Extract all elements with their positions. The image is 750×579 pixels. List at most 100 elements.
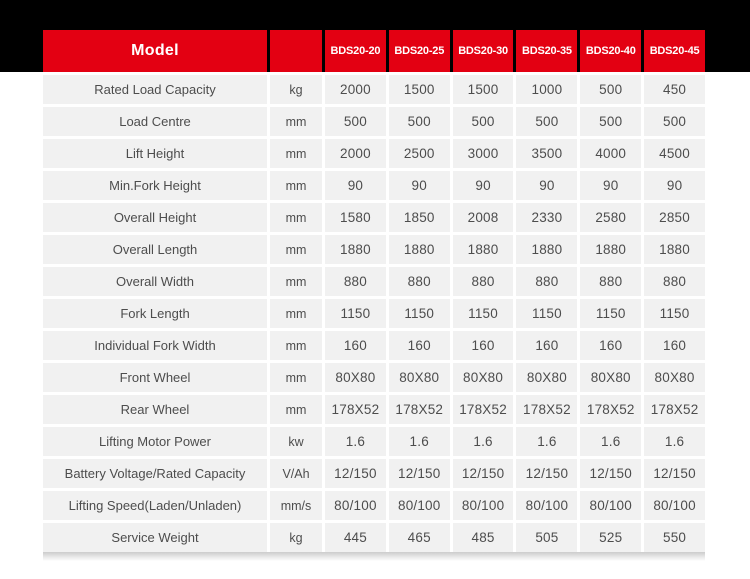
value-cell: 485 <box>452 523 514 552</box>
value-cell: 80/100 <box>644 491 705 520</box>
value-cell: 445 <box>325 523 386 552</box>
value-cell: 1150 <box>580 299 642 328</box>
value-cell: 1880 <box>452 235 514 264</box>
table-row: Individual Fork Width mm 160 160 160 160 160 16… <box>43 331 705 360</box>
value-cell: 1.6 <box>452 427 514 456</box>
value-cell: 505 <box>516 523 578 552</box>
value-cell: 80X80 <box>580 363 642 392</box>
row-label: Battery Voltage/Rated Capacity <box>43 459 267 488</box>
row-label: Front Wheel <box>43 363 267 392</box>
header-model-column: BDS20-40 <box>580 30 642 72</box>
value-cell: 4000 <box>580 139 642 168</box>
value-cell: 178X52 <box>580 395 642 424</box>
value-cell: 80/100 <box>580 491 642 520</box>
value-cell: 4500 <box>644 139 705 168</box>
value-cell: 1150 <box>452 299 514 328</box>
row-label: Service Weight <box>43 523 267 552</box>
value-cell: 178X52 <box>452 395 514 424</box>
row-label: Lift Height <box>43 139 267 168</box>
value-cell: 1150 <box>644 299 705 328</box>
value-cell: 1880 <box>388 235 450 264</box>
value-cell: 1.6 <box>325 427 386 456</box>
row-label: Rear Wheel <box>43 395 267 424</box>
value-cell: 2000 <box>325 75 386 104</box>
value-cell: 1500 <box>388 75 450 104</box>
value-cell: 2500 <box>388 139 450 168</box>
value-cell: 880 <box>644 267 705 296</box>
header-model-column: BDS20-20 <box>325 30 386 72</box>
table-row: Lifting Speed(Laden/Unladen) mm/s 80/100 80… <box>43 491 705 520</box>
value-cell: 2580 <box>580 203 642 232</box>
value-cell: 880 <box>388 267 450 296</box>
table-row: Rated Load Capacity kg 2000 1500 1500 1000 500… <box>43 75 705 104</box>
value-cell: 12/150 <box>580 459 642 488</box>
value-cell: 80/100 <box>516 491 578 520</box>
value-cell: 160 <box>452 331 514 360</box>
value-cell: 1150 <box>388 299 450 328</box>
value-cell: 500 <box>644 107 705 136</box>
value-cell: 1880 <box>516 235 578 264</box>
value-cell: 450 <box>644 75 705 104</box>
value-cell: 1500 <box>452 75 514 104</box>
value-cell: 90 <box>644 171 705 200</box>
row-unit: mm <box>270 395 322 424</box>
value-cell: 2008 <box>452 203 514 232</box>
value-cell: 1000 <box>516 75 578 104</box>
table-row: Overall Width mm 880 880 880 880 880 880 <box>43 267 705 296</box>
row-unit: mm <box>270 107 322 136</box>
value-cell: 1880 <box>644 235 705 264</box>
table-row: Overall Height mm 1580 1850 2008 2330 2580 2850 <box>43 203 705 232</box>
value-cell: 12/150 <box>388 459 450 488</box>
value-cell: 465 <box>388 523 450 552</box>
table-row: Min.Fork Height mm 90 90 90 90 90 90 <box>43 171 705 200</box>
row-unit: mm <box>270 267 322 296</box>
value-cell: 12/150 <box>452 459 514 488</box>
value-cell: 1150 <box>325 299 386 328</box>
value-cell: 1880 <box>580 235 642 264</box>
value-cell: 1.6 <box>516 427 578 456</box>
value-cell: 880 <box>325 267 386 296</box>
value-cell: 550 <box>644 523 705 552</box>
value-cell: 1150 <box>516 299 578 328</box>
header-unit-cell <box>270 30 322 72</box>
row-label: Overall Width <box>43 267 267 296</box>
value-cell: 1.6 <box>580 427 642 456</box>
value-cell: 2000 <box>325 139 386 168</box>
specification-table: Model BDS20-20 BDS20-25 BDS20-30 BDS20-35 BD… <box>43 30 705 555</box>
value-cell: 80X80 <box>644 363 705 392</box>
value-cell: 178X52 <box>644 395 705 424</box>
value-cell: 880 <box>452 267 514 296</box>
value-cell: 80/100 <box>452 491 514 520</box>
table-body: Rated Load Capacity kg 2000 1500 1500 1000 500… <box>43 75 705 552</box>
value-cell: 2330 <box>516 203 578 232</box>
value-cell: 90 <box>516 171 578 200</box>
table-row: Lift Height mm 2000 2500 3000 3500 4000 4500 <box>43 139 705 168</box>
row-unit: mm/s <box>270 491 322 520</box>
table-drop-shadow <box>43 552 705 561</box>
value-cell: 80X80 <box>325 363 386 392</box>
header-model-column: BDS20-30 <box>452 30 514 72</box>
value-cell: 500 <box>388 107 450 136</box>
value-cell: 178X52 <box>388 395 450 424</box>
value-cell: 80/100 <box>325 491 386 520</box>
row-unit: mm <box>270 299 322 328</box>
table-row: Overall Length mm 1880 1880 1880 1880 1880 1880 <box>43 235 705 264</box>
row-label: Overall Length <box>43 235 267 264</box>
value-cell: 90 <box>388 171 450 200</box>
value-cell: 160 <box>516 331 578 360</box>
row-unit: mm <box>270 331 322 360</box>
value-cell: 160 <box>325 331 386 360</box>
row-label: Individual Fork Width <box>43 331 267 360</box>
value-cell: 90 <box>325 171 386 200</box>
value-cell: 12/150 <box>516 459 578 488</box>
row-label: Lifting Motor Power <box>43 427 267 456</box>
value-cell: 500 <box>516 107 578 136</box>
value-cell: 90 <box>580 171 642 200</box>
table-row: Service Weight kg 445 465 485 505 525 550 <box>43 523 705 552</box>
value-cell: 880 <box>580 267 642 296</box>
value-cell: 500 <box>580 107 642 136</box>
value-cell: 500 <box>452 107 514 136</box>
value-cell: 500 <box>580 75 642 104</box>
value-cell: 880 <box>516 267 578 296</box>
